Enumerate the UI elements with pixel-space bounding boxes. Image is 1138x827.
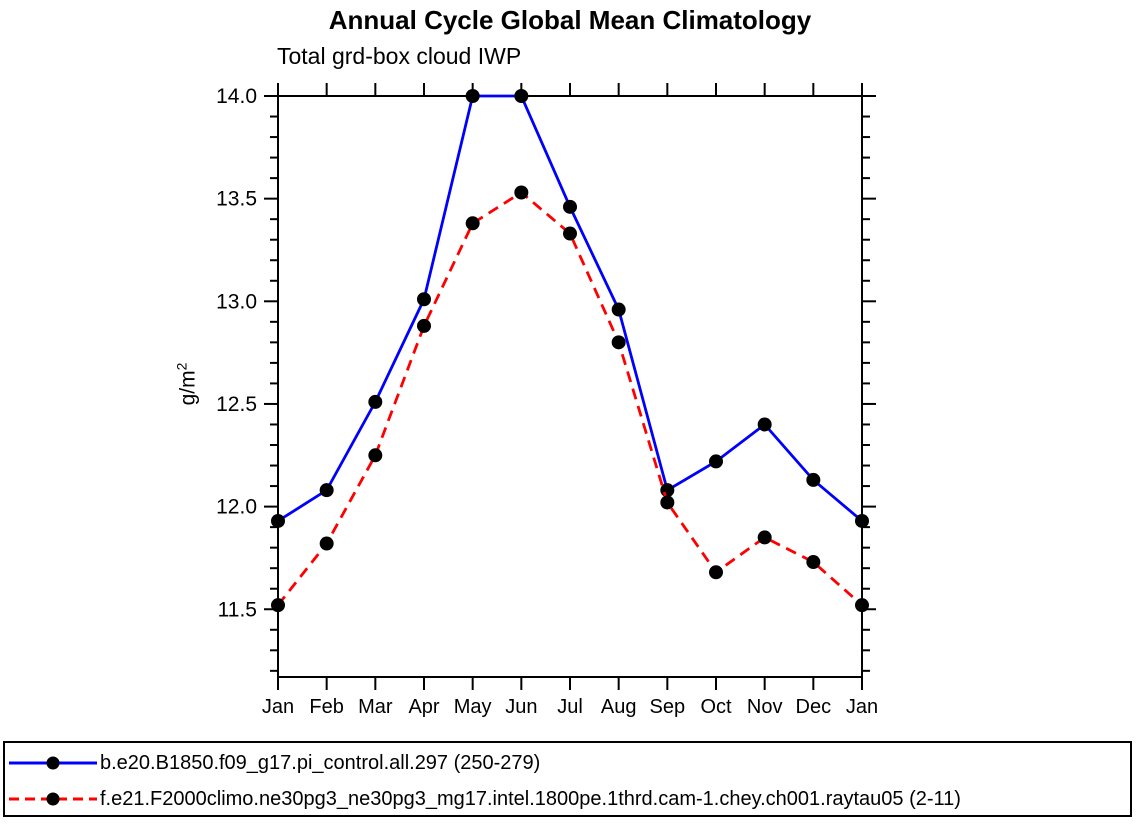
y-axis-label-base: g/m [176,370,200,406]
data-point-marker [611,302,626,317]
y-axis-label: g/m2 [174,363,201,406]
data-point-marker [757,417,772,432]
legend-marker [46,756,60,770]
data-point-marker [319,536,334,551]
x-tick-label: Oct [700,696,732,718]
data-point-marker [514,89,529,103]
y-tick-label: 12.5 [216,393,257,416]
x-tick-label: Apr [408,696,439,718]
y-axis-label-exponent: 2 [173,362,190,371]
x-tick-label: Aug [601,696,637,718]
chart-subtitle: Total grd-box cloud IWP [277,43,522,69]
x-tick-label: Sep [650,696,686,718]
legend-line-sample [9,792,97,806]
data-point-marker [417,318,431,333]
data-point-marker [563,226,577,241]
data-point-marker [417,292,431,307]
data-point-marker [271,598,285,613]
data-point-marker [368,394,383,409]
climatology-chart: Jan Feb Mar Apr May Jun Jul Aug Sep Oct Nov Dec Jan 1… [216,83,878,718]
legend-item: f.e21.F2000climo.ne30pg3_ne30pg3_mg17.in… [8,787,961,811]
legend-item: b.e20.B1850.f09_g17.pi_control.all.297 (… [8,751,540,775]
x-tick-label: Mar [358,696,393,718]
data-point-marker [757,530,772,545]
x-tick-label: Jun [505,696,537,718]
y-tick-label: 11.5 [218,598,257,621]
y-tick-label: 14.0 [216,85,257,108]
data-point-marker [855,513,869,528]
legend-label: b.e20.B1850.f09_g17.pi_control.all.297 (… [100,751,541,774]
plot-frame [277,95,863,678]
data-point-marker [806,472,821,487]
data-point-marker [514,185,529,200]
x-tick-label: Jul [557,696,583,718]
legend-line-sample [9,756,97,770]
y-tick-label: 12.0 [216,496,257,519]
series-line-1 [277,94,863,523]
x-tick-label: Feb [309,696,343,718]
legend: b.e20.B1850.f09_g17.pi_control.all.297 (… [3,741,1132,817]
y-tick-label: 13.0 [216,290,257,313]
data-point-marker [709,565,723,580]
x-tick-label: Nov [747,696,783,718]
series-line-2 [276,190,863,607]
x-tick-label: Jan [846,696,878,718]
data-point-marker [611,335,626,350]
legend-marker [46,792,60,806]
data-point-marker [368,448,383,463]
data-point-marker [465,216,480,231]
data-point-marker [709,454,723,469]
data-point-marker [271,513,285,528]
x-tick-label: Jan [262,696,294,718]
data-point-marker [855,598,869,613]
chart-title: Annual Cycle Global Mean Climatology [328,5,812,35]
y-tick-label: 13.5 [216,188,257,211]
x-tick-label: May [454,696,492,718]
data-point-marker [465,89,480,103]
data-point-marker [806,555,821,570]
legend-label: f.e21.F2000climo.ne30pg3_ne30pg3_mg17.in… [100,787,961,810]
x-tick-label: Dec [796,696,832,718]
data-point-marker [660,483,675,498]
data-point-marker [563,199,577,214]
data-point-marker [660,495,675,510]
data-point-marker [319,483,334,498]
